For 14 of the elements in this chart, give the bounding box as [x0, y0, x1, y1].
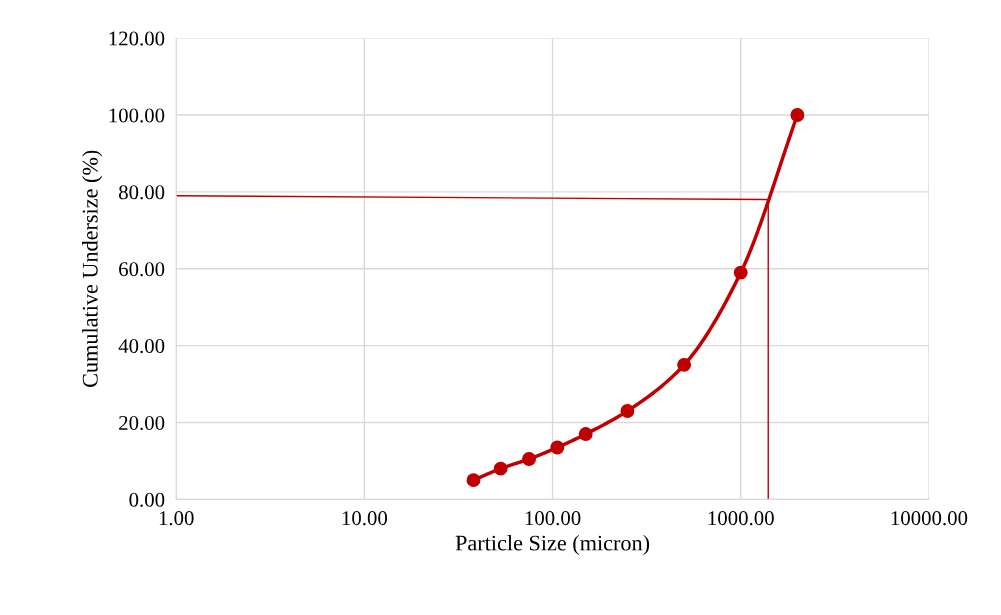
y-tick-label: 60.00 [119, 262, 165, 277]
x-tick-label: 1.00 [159, 511, 194, 526]
y-tick-label: 0.00 [129, 492, 165, 507]
x-axis-title: Particle Size (micron) [455, 534, 650, 556]
x-tick-label: 10.00 [342, 511, 388, 526]
y-tick-label: 20.00 [119, 415, 165, 431]
x-tick-label: 100.00 [525, 511, 581, 526]
y-axis-title: Cumulative Undersize (%) [82, 150, 103, 387]
y-tick-label: 80.00 [118, 185, 165, 200]
y-tick-label: 120.00 [109, 31, 165, 46]
x-tick-label: 1000.00 [708, 511, 774, 526]
x-tick-label: 10000.00 [891, 511, 968, 526]
y-tick-label: 100.00 [109, 108, 165, 123]
y-tick-label: 40.00 [118, 339, 165, 354]
